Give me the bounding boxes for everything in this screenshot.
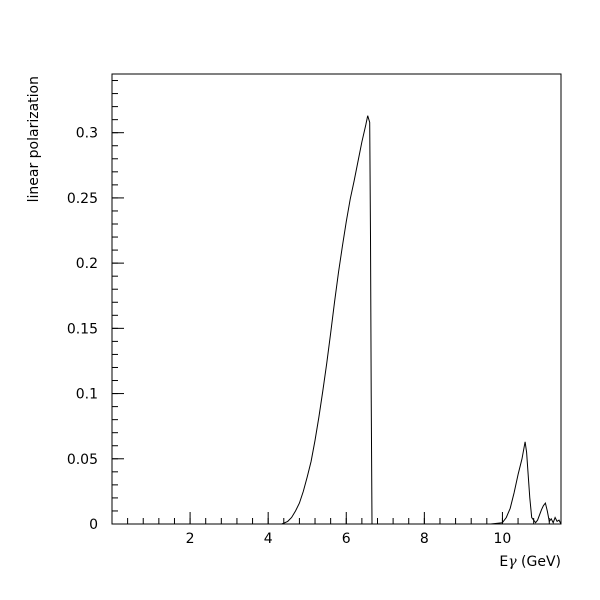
minor-ticks	[112, 80, 550, 524]
y-tick-label: 0.15	[67, 321, 98, 337]
plot-frame	[111, 73, 562, 525]
x-tick-labels: 2 4 6 8 10	[186, 531, 512, 547]
y-tick-label: 0.05	[67, 452, 98, 468]
y-tick-label: 0	[89, 517, 98, 533]
y-tick-labels: 0 0.05 0.1 0.15 0.2 0.25 0.3	[67, 126, 98, 533]
polarization-curve	[112, 115, 562, 525]
y-axis-label: linear polarization	[26, 76, 42, 202]
x-tick-label: 8	[420, 531, 429, 547]
x-tick-label: 2	[186, 531, 195, 547]
x-tick-label: 6	[342, 531, 351, 547]
y-tick-label: 0.3	[76, 126, 98, 142]
y-tick-label: 0.2	[76, 256, 98, 272]
y-tick-label: 0.1	[76, 387, 98, 403]
major-ticks	[112, 132, 503, 525]
x-tick-label: 4	[264, 531, 273, 547]
y-tick-label: 0.25	[67, 191, 98, 207]
x-tick-label: 10	[494, 531, 512, 547]
x-axis-label: Eγ (GeV)	[499, 554, 561, 570]
